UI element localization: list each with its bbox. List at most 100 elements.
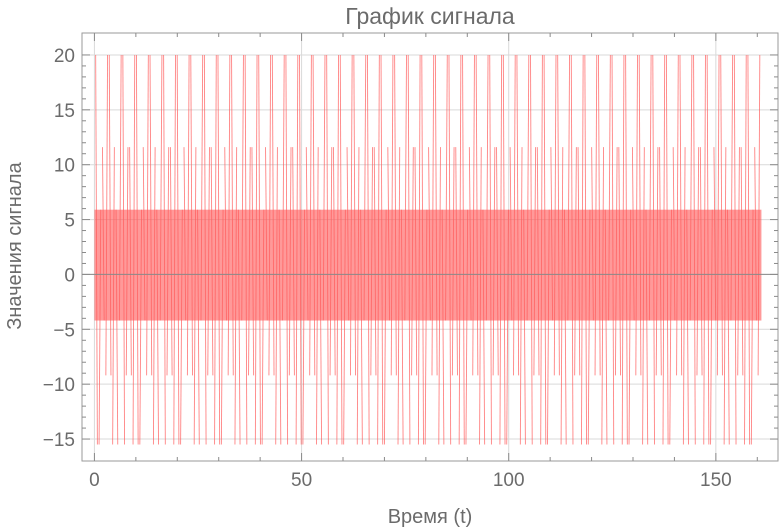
signal-oscillation [594,54,598,376]
signal-oscillation [251,147,255,376]
signal-oscillation [455,147,458,376]
signal-oscillation [125,147,129,376]
signal-oscillation [540,54,543,445]
axes [81,32,779,462]
signal-oscillation [312,54,316,376]
y-tick-label: 5 [64,211,75,232]
signal-oscillation [465,209,469,445]
signal-oscillation [203,54,207,445]
signal-oscillation [282,54,285,321]
signal-oscillation [451,147,455,376]
signal-oscillation [173,54,176,445]
signal-series [94,54,762,445]
signal-oscillation [394,54,397,376]
signal-oscillation [254,54,258,445]
signal-oscillation [322,54,326,321]
signal-oscillation [727,209,730,445]
signal-oscillation [366,54,370,445]
signal-oscillation [146,54,149,376]
signal-oscillation [628,209,632,445]
signal-oscillation [346,147,350,321]
signal-oscillation [581,54,584,445]
signal-oscillation [536,147,540,376]
signal-oscillation [407,54,411,445]
signal-oscillation [275,147,278,445]
y-tick-label: −10 [43,375,75,396]
chart-title: График сигнала [345,3,515,29]
signal-oscillation [190,54,193,376]
signal-oscillation [597,54,601,376]
signal-oscillation [353,54,357,376]
signal-oscillation [648,54,652,321]
signal-oscillation [115,209,119,445]
signal-oscillation [292,147,295,376]
signal-oscillation [577,147,581,376]
signal-oscillation [703,54,706,445]
signal-oscillation [652,54,655,445]
signal-oscillation [679,54,683,376]
signal-oscillation [744,54,747,445]
signal-oscillation [601,147,604,445]
signal-oscillation [519,147,523,445]
signal-oscillation [163,54,166,445]
signal-oscillation [655,147,659,376]
signal-oscillation [336,54,340,445]
signal-oscillation [693,54,696,445]
y-axis-ticks: −15 −10 −5 0 5 10 15 20 [43,46,778,451]
signal-oscillation [608,54,611,321]
signal-oscillation [530,54,533,445]
signal-oscillation [248,147,251,376]
signal-oscillation [560,147,564,445]
signal-oscillation [186,54,190,376]
signal-oscillation [716,54,720,376]
signal-oscillation [390,54,394,376]
signal-oscillation [638,54,642,376]
signal-oscillation [377,54,380,445]
signal-oscillation [169,147,173,376]
signal-oscillation [329,147,333,376]
signal-oscillation [414,147,418,376]
signal-oscillation [462,54,465,445]
signal-oscillation [271,54,275,376]
signal-oscillation [543,54,547,445]
signal-oscillation [288,147,292,376]
signal-oscillation [570,54,574,445]
signal-oscillation [723,147,727,445]
signal-oscillation [710,209,713,445]
signal-oscillation [689,54,693,321]
signal-dense-band [94,209,762,321]
signal-oscillation [400,209,404,445]
signal-oscillation [295,54,299,445]
signal-oscillation [268,54,272,376]
signal-oscillation [587,209,591,445]
x-axis-title: Время (t) [388,506,473,528]
signal-oscillation [604,209,608,445]
signal-oscillation [397,147,401,445]
signal-oscillation [220,209,224,445]
y-axis-title: Значения сигнала [4,161,26,329]
x-tick-label: 100 [493,470,525,491]
signal-oscillation [513,54,516,376]
signal-oscillation [733,54,737,445]
signal-oscillation [231,54,234,376]
signal-oscillation [441,209,445,445]
signal-oscillation [662,54,666,445]
signal-oscillation [591,147,594,321]
signal-oscillation [676,54,679,376]
signal-oscillation [468,147,472,321]
y-tick-label: 0 [64,265,75,286]
signal-oscillation [285,54,289,445]
signal-oscillation [754,147,757,321]
signal-oscillation [207,147,210,376]
signal-oscillation [502,54,506,445]
signal-oscillation [261,209,265,445]
signal-oscillation [458,54,462,445]
signal-oscillation [149,54,153,376]
signal-oscillation [475,54,479,376]
signal-oscillation [482,209,486,445]
signal-oscillation [730,54,734,321]
signal-oscillation [156,209,159,445]
signal-oscillation [553,54,557,376]
signal-oscillation [757,54,761,376]
signal-oscillation [404,54,407,321]
